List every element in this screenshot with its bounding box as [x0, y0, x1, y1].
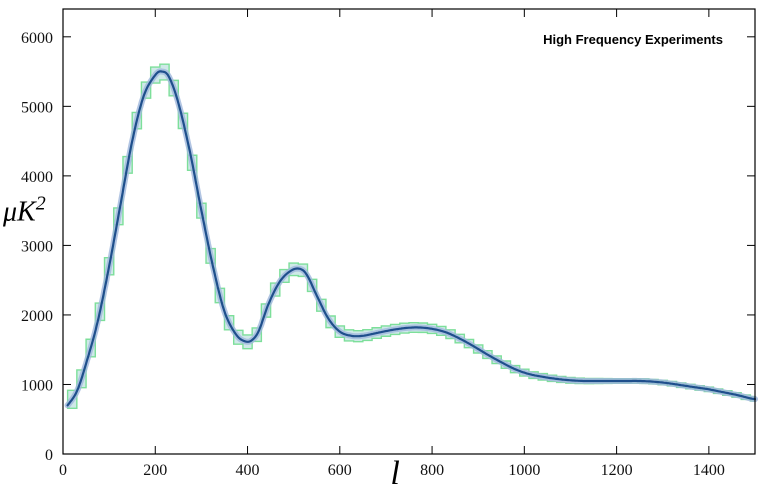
- tick-layer: 0 200 400 600 800 1000 1200 1400 0 1000 2000 3000 40…: [21, 9, 755, 479]
- y-tick-label: 1000: [21, 377, 53, 394]
- x-tick-label: 0: [59, 462, 67, 479]
- x-tick-label: 800: [420, 462, 444, 479]
- x-tick-label: 400: [236, 462, 260, 479]
- y-tick-label: 5000: [21, 99, 53, 116]
- plot-frame: [62, 8, 756, 455]
- series-line: [66, 70, 757, 407]
- x-tick-label: 1400: [693, 462, 725, 479]
- x-tick-label: 1000: [508, 462, 540, 479]
- y-tick-label: 2000: [21, 308, 53, 325]
- y-axis-label-superscript: 2: [36, 193, 46, 215]
- y-axis-label-main: μK: [2, 197, 37, 228]
- x-tick-label: 600: [328, 462, 352, 479]
- y-tick-label: 4000: [21, 169, 53, 186]
- legend-label: High Frequency Experiments: [543, 32, 723, 47]
- y-tick-label: 6000: [21, 30, 53, 47]
- y-axis-label: μK2: [2, 193, 46, 228]
- y-tick-label: 3000: [21, 238, 53, 255]
- curve-layer: [64, 68, 758, 409]
- x-axis-label: l: [390, 455, 399, 492]
- y-tick-label: 0: [45, 447, 53, 464]
- x-tick-label: 200: [143, 462, 167, 479]
- x-tick-label: 1200: [601, 462, 633, 479]
